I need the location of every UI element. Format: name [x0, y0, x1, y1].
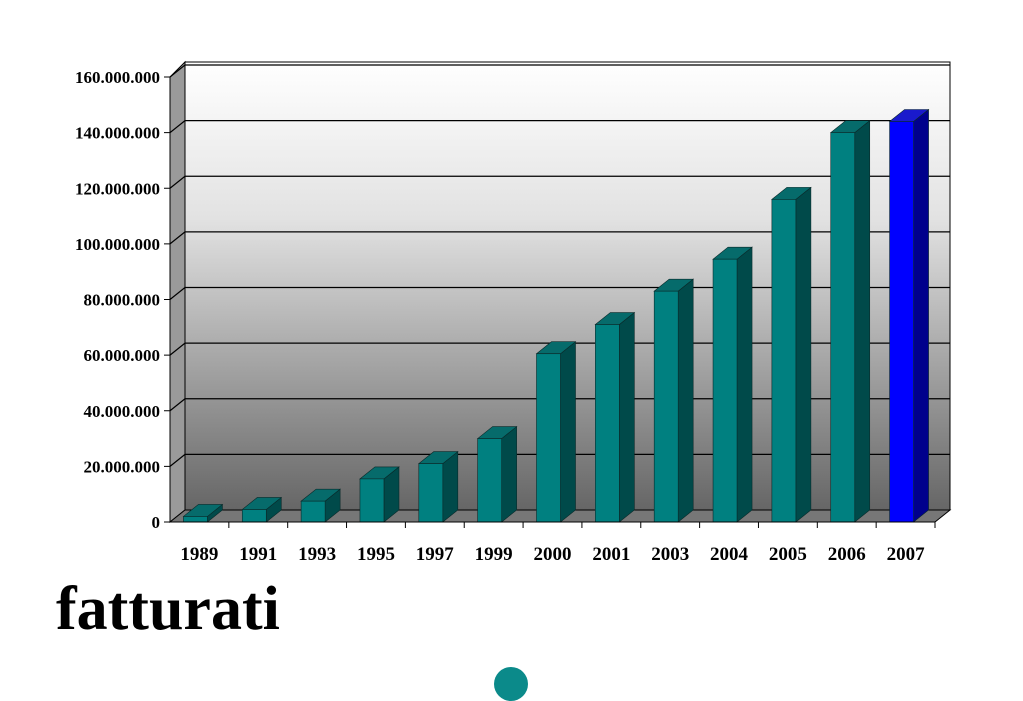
bar-side — [560, 341, 576, 523]
y-tick-label: 100.000.000 — [75, 235, 160, 254]
x-tick-label: 2001 — [592, 544, 630, 565]
bar-front — [712, 258, 738, 523]
bar-side — [619, 311, 635, 523]
bar-1995 — [359, 466, 400, 523]
bar-2001 — [594, 311, 636, 523]
bar-front — [771, 199, 797, 523]
bar-front — [183, 516, 208, 523]
bar-front — [241, 509, 267, 523]
y-tick-label: 0 — [152, 513, 161, 532]
bar-front — [536, 353, 561, 523]
x-tick-label: 1991 — [239, 544, 277, 565]
bar-side — [913, 108, 929, 523]
grid-line — [169, 120, 950, 134]
y-axis: 0 20.000.000 40.000.000 60.000.000 80.000.00… — [75, 68, 171, 532]
bar-2007 — [888, 108, 930, 523]
grid-line — [169, 286, 950, 300]
grid-line — [169, 453, 950, 467]
x-tick-label: 1995 — [357, 544, 395, 565]
bar-front — [830, 132, 856, 523]
x-tick-label: 1999 — [475, 544, 513, 565]
bar-1993 — [300, 488, 341, 523]
bar-side — [854, 120, 871, 523]
bar-1989 — [182, 503, 224, 523]
page-title: fatturati — [56, 575, 280, 643]
y-tick-label: 140.000.000 — [75, 124, 160, 143]
y-tick-label: 40.000.000 — [84, 402, 161, 421]
y-tick-label: 120.000.000 — [75, 179, 160, 198]
bars — [182, 108, 930, 523]
bar-side — [736, 246, 753, 523]
grid-line — [169, 342, 950, 356]
y-tick-label: 60.000.000 — [84, 346, 161, 365]
bar-front — [889, 121, 914, 523]
grid-line — [169, 231, 950, 245]
x-tick-label: 2006 — [828, 544, 866, 565]
bar-side — [795, 186, 812, 523]
bar-2000 — [535, 341, 577, 523]
bar-front — [653, 290, 679, 523]
grid-line — [169, 175, 950, 189]
bar-side — [501, 425, 517, 523]
bar-1997 — [417, 450, 459, 523]
y-tick-label: 160.000.000 — [75, 68, 160, 87]
bar-2003 — [653, 278, 695, 523]
grid-line — [169, 398, 950, 412]
bar-front — [300, 500, 326, 523]
x-tick-label: 2004 — [710, 544, 749, 565]
bar-front — [477, 438, 502, 523]
y-tick-label: 80.000.000 — [84, 291, 161, 310]
bar-front — [359, 478, 385, 523]
bar-side — [677, 278, 694, 523]
x-tick-label: 2005 — [769, 544, 807, 565]
x-axis: 1989 1991 1993 1995 1997 1999 2000 2001 2003 2004… — [170, 521, 936, 565]
bar-2006 — [829, 120, 871, 523]
x-tick-label: 1993 — [298, 544, 336, 565]
x-tick-label: 2007 — [887, 544, 926, 565]
y-tick-label: 20.000.000 — [84, 457, 161, 476]
bar-1999 — [476, 425, 518, 523]
bar-2004 — [712, 246, 753, 523]
bar-front — [595, 324, 620, 523]
bar-front — [418, 463, 444, 523]
bar-2005 — [771, 186, 812, 523]
x-tick-label: 1997 — [416, 544, 455, 565]
decorative-dot — [494, 667, 528, 701]
x-tick-label: 1989 — [180, 544, 218, 565]
bar-1991 — [241, 496, 283, 523]
x-tick-label: 2000 — [534, 544, 572, 565]
grid-lines — [169, 64, 950, 467]
revenue-bar-chart: 0 20.000.000 40.000.000 60.000.000 80.000.00… — [75, 60, 952, 565]
grid-line — [169, 64, 950, 78]
x-tick-label: 2003 — [651, 544, 689, 565]
